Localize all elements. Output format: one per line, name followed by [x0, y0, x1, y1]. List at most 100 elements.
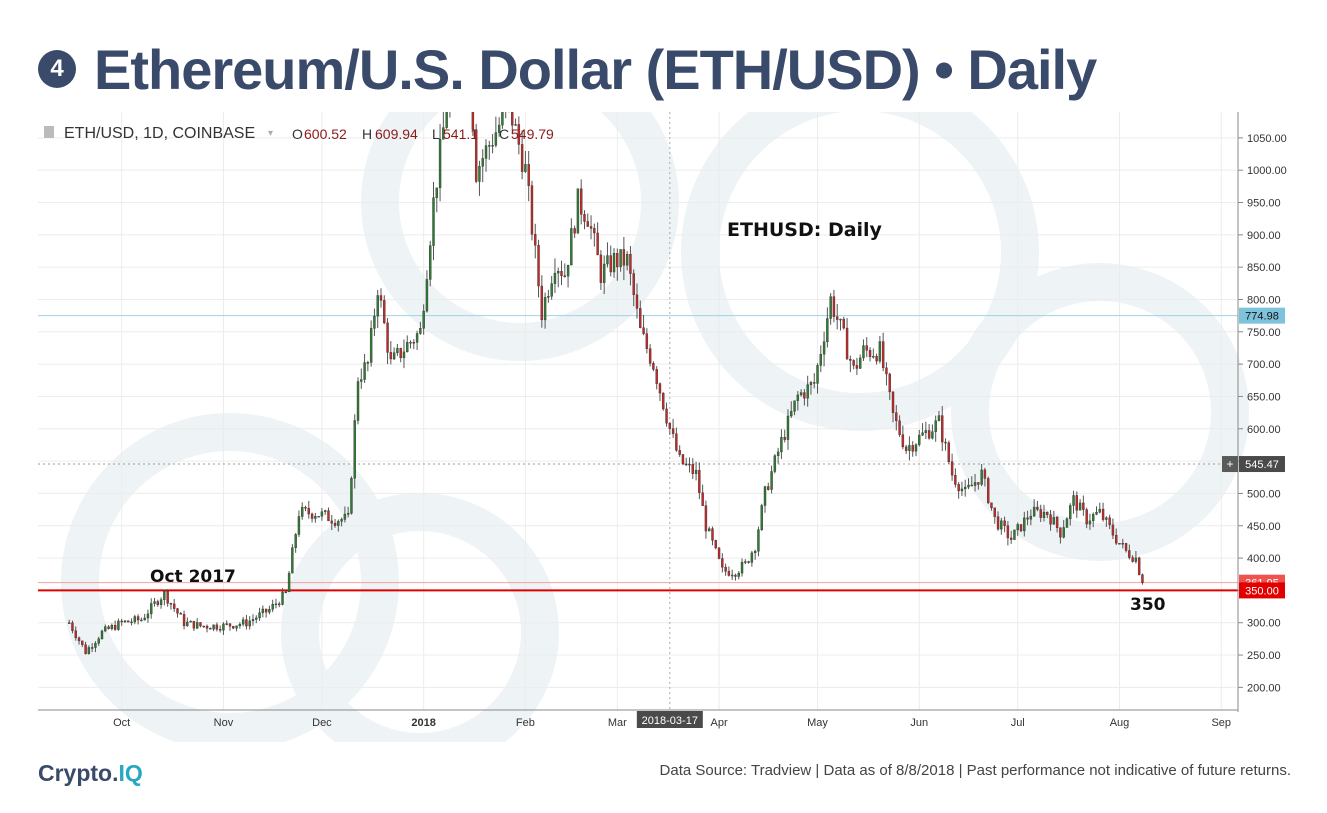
candle [245, 614, 248, 630]
candle [1141, 573, 1144, 585]
ohlc-close-key: C [499, 126, 509, 142]
candle-body [343, 513, 347, 520]
candle-body [438, 139, 442, 189]
candle [642, 314, 645, 336]
candle [553, 258, 557, 293]
candle-body [875, 356, 878, 362]
candle [691, 458, 694, 480]
candle [855, 357, 859, 376]
candle-body [806, 384, 809, 399]
candle [704, 500, 708, 539]
candle [123, 620, 127, 624]
candle-body [120, 620, 123, 623]
candle-body [373, 315, 376, 329]
candle [858, 354, 862, 369]
candle-body [110, 625, 114, 629]
candle-body [386, 322, 389, 353]
candle-body [323, 510, 327, 512]
candle-body [711, 528, 714, 541]
candle-body [599, 254, 603, 283]
candle-body [425, 279, 429, 312]
candle-body [392, 352, 396, 360]
candle [990, 502, 993, 511]
candle [911, 441, 914, 457]
candle [232, 625, 235, 630]
candle-body [973, 482, 977, 486]
candle-body [822, 341, 826, 355]
candle [1095, 506, 1098, 516]
candle-body [753, 551, 757, 554]
candle-body [924, 430, 928, 433]
candle [721, 553, 724, 573]
candle-body [274, 603, 278, 606]
candle-body [593, 228, 596, 234]
ohlc-open: 600.52 [304, 126, 347, 142]
candle-body [74, 630, 77, 639]
candle-body [1065, 518, 1069, 528]
x-tick-label-2: Dec [312, 717, 332, 729]
candle [169, 602, 173, 610]
candle-body [1029, 515, 1033, 520]
candle [622, 236, 626, 281]
candle-body [1088, 520, 1092, 525]
candle-body [255, 617, 258, 620]
candle [484, 139, 488, 172]
candle-body [783, 437, 786, 440]
candle-body [169, 603, 173, 605]
candle-body [819, 354, 823, 366]
candle-body [320, 511, 324, 517]
candle [566, 264, 570, 288]
candle-body [1072, 495, 1075, 506]
plot-background [38, 112, 1236, 710]
candle-body [360, 379, 363, 382]
candle-body [655, 369, 658, 384]
candle-body [133, 616, 137, 623]
candle [849, 355, 852, 373]
candle-body [104, 626, 107, 632]
candle-body [1046, 511, 1049, 515]
candle [560, 260, 563, 286]
candle [944, 438, 947, 451]
candle-body [583, 214, 586, 222]
candle-body [911, 445, 914, 452]
candle-body [412, 342, 416, 344]
candle [763, 485, 767, 513]
candle-body [829, 296, 832, 319]
ohlc-high: 609.94 [375, 126, 418, 142]
candle [583, 210, 586, 230]
chevron-down-icon: ▾ [268, 128, 273, 139]
candle-body [977, 482, 980, 485]
candle [369, 320, 373, 367]
candle [557, 267, 560, 288]
candle-body [904, 446, 908, 451]
candle [1009, 530, 1013, 544]
candle-body [816, 365, 819, 384]
candle [730, 569, 734, 580]
candle-body [517, 124, 521, 145]
candle [813, 373, 816, 389]
candle-body [862, 345, 865, 359]
candle [153, 597, 156, 607]
candle-body [944, 441, 947, 444]
candle-body [898, 420, 901, 435]
ohlc-open-key: O [292, 126, 303, 142]
candle [494, 116, 498, 148]
candle [1137, 556, 1141, 576]
candle [136, 614, 140, 625]
candle [717, 547, 721, 560]
candle [84, 641, 87, 655]
candle-body [1069, 505, 1072, 520]
y-tick-label-5: 800.00 [1247, 294, 1281, 306]
candle [389, 341, 393, 365]
candle [1134, 551, 1138, 564]
candle-body [350, 478, 353, 514]
candle [888, 372, 891, 400]
candle [514, 118, 517, 126]
candle [140, 617, 143, 622]
candle-body [852, 360, 855, 366]
candle-body [199, 622, 202, 627]
candle-body [606, 255, 609, 265]
candle [727, 566, 731, 577]
candle-body [222, 623, 225, 631]
candle-body [701, 492, 704, 506]
